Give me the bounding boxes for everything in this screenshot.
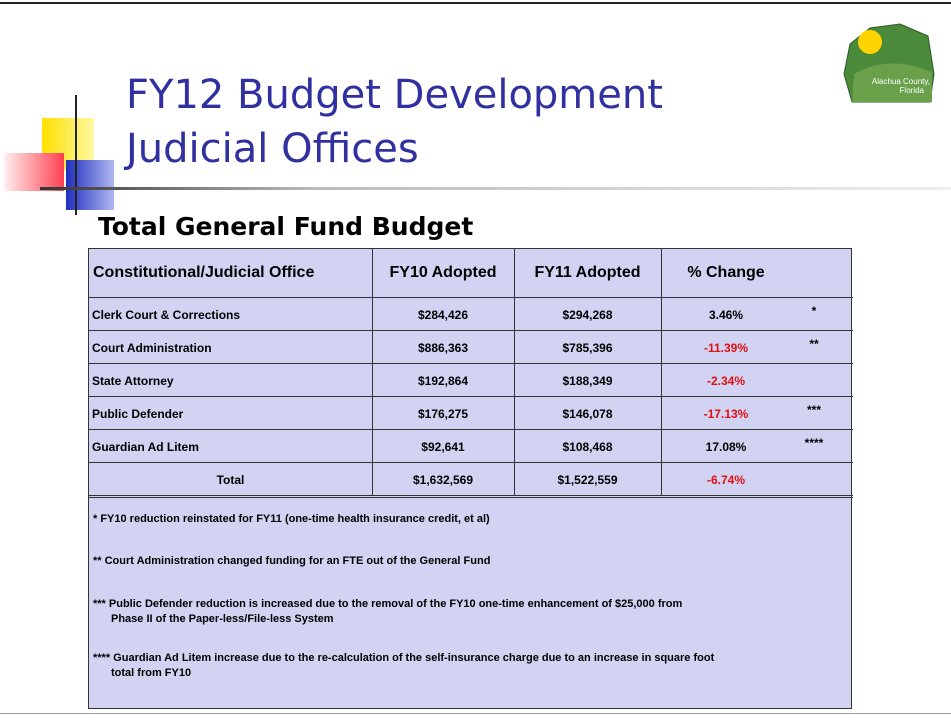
cell-value: $886,363: [417, 340, 469, 355]
deco-vline: [75, 95, 77, 215]
column-header: FY11 Adopted: [534, 264, 641, 281]
logo-text: Alachua County,: [872, 77, 930, 86]
table-rule: [89, 462, 853, 463]
footnote: *** Public Defender reduction is increas…: [93, 598, 683, 610]
cell-value: $192,864: [417, 373, 469, 388]
cell-value: -6.74%: [706, 472, 746, 487]
cell-value: $146,078: [562, 406, 613, 421]
title: FY12 Budget Development Judicial Offices: [126, 68, 663, 176]
cell-value: -2.34%: [706, 373, 746, 388]
cell-value: 17.08%: [705, 439, 747, 454]
footnote: Phase II of the Paper-less/File-less Sys…: [111, 613, 334, 625]
cell-value: -17.13%: [703, 406, 749, 421]
footnote: **** Guardian Ad Litem increase due to t…: [93, 652, 715, 664]
cell-value: $785,396: [562, 340, 613, 355]
logo-text: Florida: [900, 86, 925, 95]
cell-value: $92,641: [421, 439, 465, 454]
note-marker: **: [809, 336, 819, 351]
cell-value: 3.46%: [708, 307, 744, 322]
table-rule: [89, 495, 853, 496]
column-header: Constitutional/Judicial Office: [93, 264, 315, 281]
column-header: FY10 Adopted: [389, 264, 497, 281]
note-marker: *: [811, 303, 817, 318]
table-rule: [89, 297, 853, 298]
table-rule: [661, 249, 662, 496]
title-line: FY12 Budget Development: [126, 72, 663, 118]
note-marker: ****: [804, 435, 824, 450]
cell-value: $294,268: [562, 307, 613, 322]
cell-value: -11.39%: [703, 340, 749, 355]
cell-value: $1,522,559: [557, 472, 618, 487]
logo-sun: [858, 30, 882, 54]
row-label: State Attorney: [92, 373, 174, 388]
table-rule: [372, 249, 373, 496]
deco-blue: [66, 160, 114, 210]
title-line: Judicial Offices: [126, 126, 419, 172]
footnote: ** Court Administration changed funding …: [93, 555, 491, 567]
cell-value: $284,426: [417, 307, 469, 322]
table-rule: [89, 396, 853, 397]
footnote: * FY10 reduction reinstated for FY11 (on…: [93, 513, 490, 525]
table-rule: [514, 249, 515, 496]
table-box: Constitutional/Judicial Office FY10 Adopt…: [88, 248, 853, 709]
title-rule: [40, 187, 951, 190]
table-rule: [89, 429, 853, 430]
logo: Alachua County, Florida: [843, 23, 935, 103]
cell-value: $108,468: [562, 439, 613, 454]
cell-value: $176,275: [417, 406, 469, 421]
column-header: % Change: [687, 264, 765, 281]
row-label: Clerk Court & Corrections: [92, 307, 241, 322]
cell-value: $188,349: [562, 373, 613, 388]
bottom-rule: [0, 713, 951, 714]
row-label: Public Defender: [92, 406, 184, 421]
row-label: Guardian Ad Litem: [92, 439, 199, 454]
top-rule: [0, 2, 951, 4]
row-label: Total: [216, 472, 245, 487]
subtitle: Total General Fund Budget: [98, 212, 474, 241]
footnote: total from FY10: [111, 667, 192, 679]
logo-ground: [852, 63, 932, 102]
note-marker: ***: [806, 402, 821, 417]
table-rule: [89, 363, 853, 364]
table-rule: [89, 330, 853, 331]
cell-value: $1,632,569: [412, 472, 474, 487]
deco-red: [4, 153, 64, 191]
row-label: Court Administration: [92, 340, 212, 355]
table-rule: [89, 497, 853, 498]
